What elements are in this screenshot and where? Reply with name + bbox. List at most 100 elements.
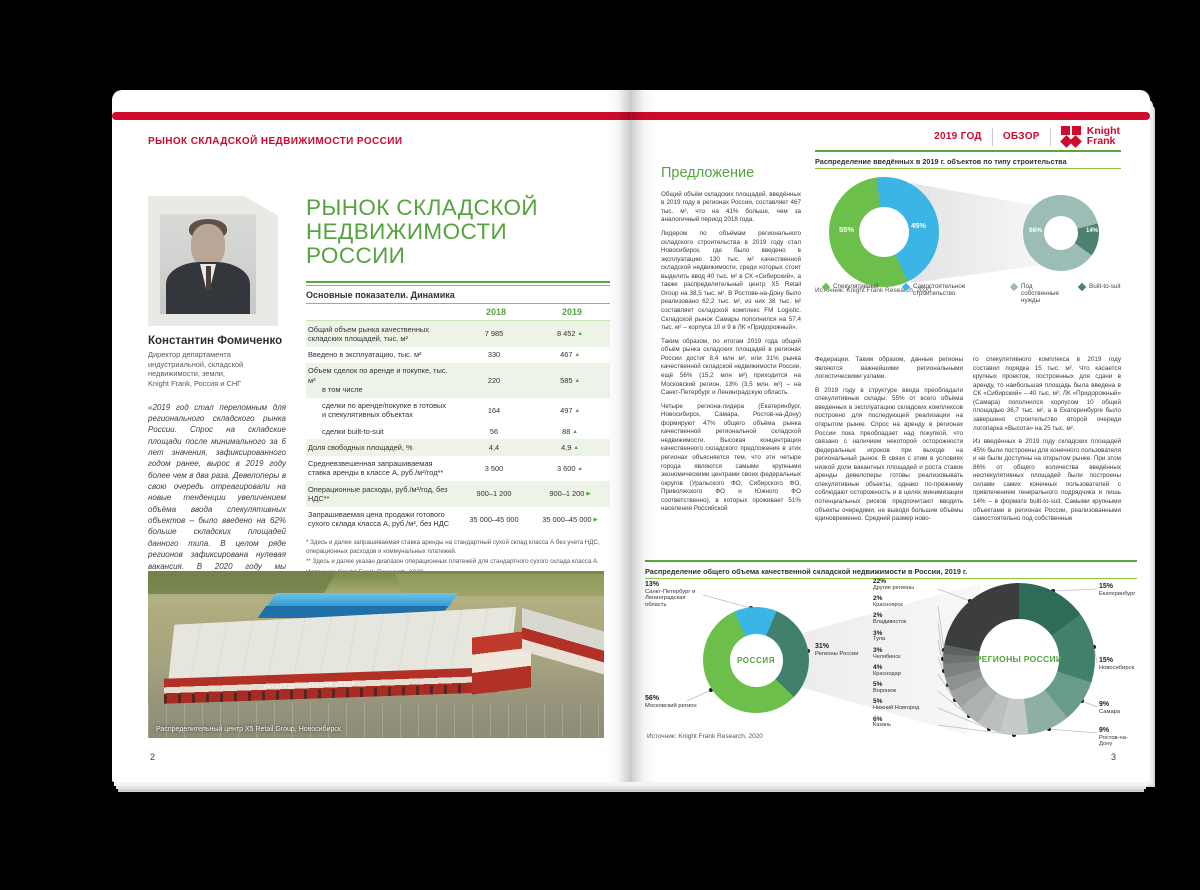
chart-title: Распределение общего объема качественной… bbox=[645, 564, 1137, 579]
paragraph: Федерации. Таким образом, данные регионы… bbox=[815, 356, 963, 381]
callout-moscow: 56% Московский регион bbox=[645, 695, 697, 709]
legend-item: Built-to-suit bbox=[1077, 282, 1121, 292]
donut-russia: РОССИЯ bbox=[703, 607, 809, 713]
region-label: 5% Нижний Новгород bbox=[873, 698, 920, 712]
donut-russia-center-label: РОССИЯ bbox=[736, 655, 776, 665]
table-row: Общий объем рынка качественных складских… bbox=[306, 321, 610, 347]
portrait-tie bbox=[206, 266, 211, 290]
paragraph: Четыре региона-лидера (Екатеринбург, Нов… bbox=[661, 402, 801, 513]
construction-type-chart: Распределение введённых в 2019 г. объект… bbox=[815, 150, 1121, 304]
region-label: 2% Владивосток bbox=[873, 612, 907, 626]
regional-distribution-chart: Распределение общего объема качественной… bbox=[645, 560, 1137, 751]
table-footnotes: * Здесь и далее запрашиваемая ставка аре… bbox=[306, 539, 610, 566]
table-row: сделки built-to-suit 56 88 ▲ bbox=[322, 426, 578, 436]
knight-frank-logo: Knight Frank bbox=[1059, 125, 1120, 148]
key-indicators-table: Основные показатели. Динамика 2018 2019 … bbox=[306, 281, 610, 576]
chart-title: Распределение введённых в 2019 г. объект… bbox=[815, 154, 1121, 169]
col-header-2019: 2019 bbox=[561, 307, 583, 318]
table-header-spacer bbox=[306, 304, 458, 320]
paragraph: Из введённых в 2019 году складских площа… bbox=[973, 438, 1121, 523]
knight-frank-mark-icon bbox=[1059, 126, 1082, 148]
text-column-2: Федерации. Таким образом, данные регионы… bbox=[815, 356, 963, 529]
warehouse-photo: РАСПРЕДЕЛИТЕЛЬНЫЙ ЦЕНТР Распределительны… bbox=[148, 571, 604, 738]
paragraph: Таким образом, по итогам 2019 года общий… bbox=[661, 337, 801, 397]
top-red-stripe bbox=[112, 112, 1150, 120]
regions-left-labels: 22% Другие регионы 2% Красноярск 2% Владиво… bbox=[873, 578, 937, 734]
region-label: 5% Воронеж bbox=[873, 681, 896, 694]
legend-diamond-icon bbox=[821, 282, 831, 292]
page-number-left: 2 bbox=[150, 752, 156, 762]
header-divider bbox=[1049, 127, 1051, 146]
footnote: * Здесь и далее запрашиваемая ставка аре… bbox=[306, 539, 600, 555]
right-page-header: 2019 ГОД ОБЗОР Knight Frank bbox=[934, 125, 1120, 148]
photo-parking-lot bbox=[148, 702, 604, 738]
trend-flat-icon: ▶ bbox=[593, 516, 598, 523]
legend-item: Спекулятивный bbox=[821, 282, 879, 292]
left-page-body: Константин Фомиченко Директор департамен… bbox=[148, 195, 610, 663]
region-label: 22% Другие регионы bbox=[873, 578, 915, 591]
chart-canvas: РОССИЯ РЕГИОНЫ РОССИИ 13% Санкт-Петербур… bbox=[645, 578, 1137, 751]
table-row: Средневзвешенная запрашиваемая ставка ар… bbox=[308, 459, 583, 478]
chart-top-rule bbox=[645, 560, 1137, 564]
region-label: 3% Тула bbox=[873, 629, 886, 643]
paragraph: В 2019 году в структуре ввода преобладал… bbox=[815, 386, 963, 523]
page-title: РЫНОК СКЛАДСКОЙ НЕДВИЖИМОСТИ РОССИИ bbox=[306, 195, 538, 269]
table-row: Доля свободных площадей, % 4,4 4,9 ▲ bbox=[306, 439, 610, 456]
chart-source: Источник: Knight Frank Research, 2020 bbox=[815, 287, 931, 294]
running-header: РЫНОК СКЛАДСКОЙ НЕДВИЖИМОСТИ РОССИИ bbox=[148, 136, 403, 147]
donut-label-86: 86% bbox=[1029, 227, 1043, 234]
report-kind: ОБЗОР bbox=[1002, 131, 1040, 142]
paragraph: Лидером по объёмам регионального складск… bbox=[661, 229, 801, 332]
legend-diamond-icon bbox=[1009, 282, 1019, 292]
photo-warehouse-wing bbox=[521, 608, 604, 678]
legend-diamond-icon bbox=[1077, 282, 1087, 292]
photo-field bbox=[148, 571, 338, 595]
donut-label-55: 55% bbox=[839, 225, 855, 234]
callout-spb: 13% Санкт-Петербург и Ленинградская обла… bbox=[645, 581, 696, 608]
author-role: Директор департамента индустриальной, ск… bbox=[148, 350, 244, 388]
page-left: РЫНОК СКЛАДСКОЙ НЕДВИЖИМОСТИ РОССИИ Конс… bbox=[112, 90, 631, 782]
table-title: Основные показатели. Динамика bbox=[306, 290, 455, 301]
region-label: 3% Челябинск bbox=[873, 646, 901, 660]
region-label: 6% Казань bbox=[873, 715, 891, 729]
donut-nonspec-breakdown: 86% 14% bbox=[1023, 195, 1099, 271]
trend-up-icon: ▲ bbox=[577, 331, 583, 338]
legend-item: Самостоятельное строительство bbox=[901, 282, 965, 297]
trend-up-icon: ▲ bbox=[572, 428, 578, 435]
page-number-right: 3 bbox=[1110, 752, 1116, 762]
report-year: 2019 ГОД bbox=[934, 131, 982, 142]
paragraph: Общий объём складских площадей, введённы… bbox=[661, 190, 801, 224]
region-label: 4% Краснодар bbox=[873, 663, 901, 677]
author-name: Константин Фомиченко bbox=[148, 335, 283, 347]
chart-source: Источник: Knight Frank Research, 2020 bbox=[647, 733, 763, 740]
table-row: Введено в эксплуатацию, тыс. м² 330 467 ▲ bbox=[308, 350, 580, 360]
region-label: 15% Екатеринбург bbox=[1099, 583, 1136, 597]
chart-top-rule bbox=[815, 150, 1121, 154]
author-portrait bbox=[160, 214, 256, 314]
donut-regions: РЕГИОНЫ РОССИИ bbox=[943, 583, 1095, 735]
header-divider bbox=[991, 127, 993, 146]
page-right: 2019 ГОД ОБЗОР Knight Frank Предложение … bbox=[631, 90, 1150, 782]
table-row: сделки по аренде/покупке в готовых и спе… bbox=[322, 401, 580, 420]
report-spread: РЫНОК СКЛАДСКОЙ НЕДВИЖИМОСТИ РОССИИ Конс… bbox=[112, 90, 1150, 782]
table-header-row: 2018 2019 bbox=[306, 303, 610, 322]
trend-up-icon: ▲ bbox=[574, 352, 580, 359]
section-heading: Предложение bbox=[661, 165, 755, 181]
col-header-2018: 2018 bbox=[485, 307, 507, 318]
table-top-rule bbox=[306, 281, 610, 287]
donut-label-45: 45% bbox=[910, 221, 926, 230]
legend-item: Под собственные нужды bbox=[1009, 282, 1069, 305]
legend-diamond-icon bbox=[901, 282, 911, 292]
photo-caption: Распределительный центр X5 Retail Group,… bbox=[156, 726, 341, 733]
trend-up-icon: ▲ bbox=[574, 407, 580, 414]
author-photo-card bbox=[148, 196, 278, 326]
region-label: 9% Ростов-на-Дону bbox=[1099, 727, 1128, 748]
trend-flat-icon: ▶ bbox=[586, 491, 591, 498]
paragraph: го спекулятивного комплекса в 2019 году … bbox=[973, 356, 1121, 432]
donut-label-14: 14% bbox=[1085, 228, 1098, 234]
table-row: Операционные расходы, руб./м²/год, без Н… bbox=[306, 481, 610, 507]
table-row: Объем сделок по аренде и покупке, тыс. м… bbox=[306, 362, 610, 398]
text-column-3: го спекулятивного комплекса в 2019 году … bbox=[973, 356, 1121, 529]
footnote: ** Здесь и далее указан диапазон операци… bbox=[306, 557, 599, 565]
